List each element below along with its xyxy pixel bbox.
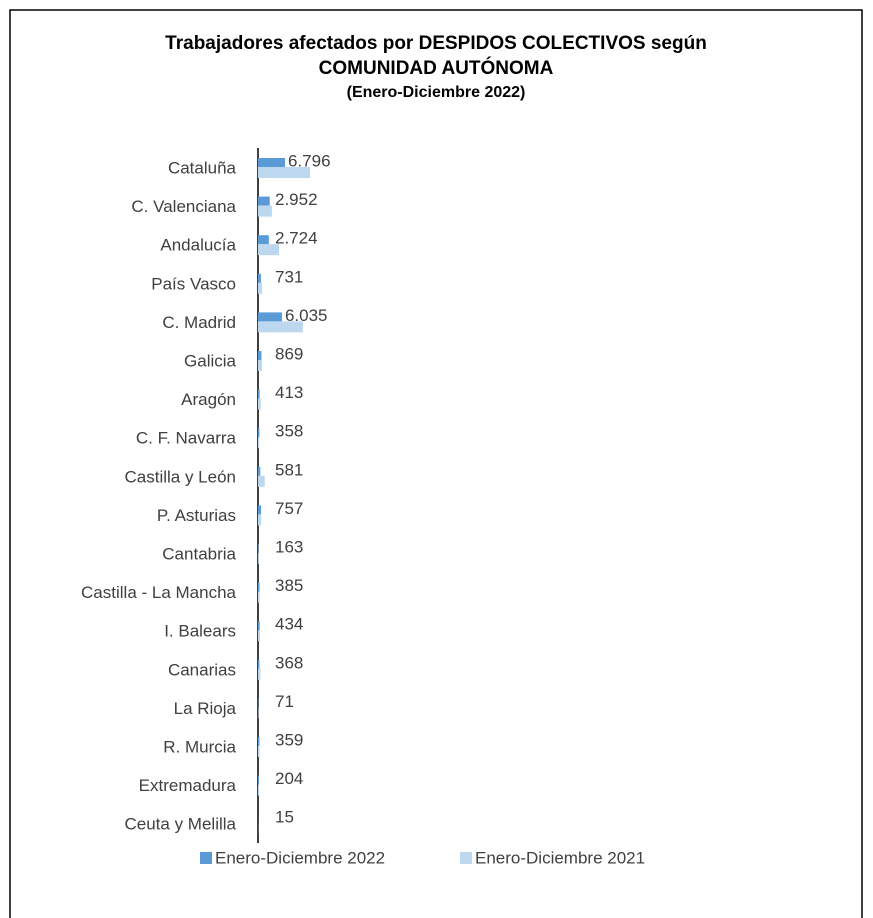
bar	[258, 235, 269, 245]
legend-key	[200, 852, 212, 864]
bar	[258, 746, 260, 757]
bar	[258, 621, 260, 631]
data-label: 368	[275, 653, 303, 672]
bar	[258, 737, 260, 746]
y-tick-label: Galicia	[184, 351, 237, 370]
bar	[258, 351, 262, 360]
bar	[258, 775, 259, 785]
bar	[258, 475, 265, 487]
y-tick-label: Aragón	[181, 390, 236, 409]
bar	[258, 360, 262, 371]
bar	[258, 582, 260, 592]
chart-frame	[9, 9, 863, 918]
bar	[258, 321, 303, 333]
y-tick-label: Castilla y León	[124, 467, 236, 486]
bar	[258, 630, 260, 642]
y-tick-label: Andalucía	[160, 236, 236, 255]
y-tick-label: I. Balears	[164, 622, 236, 641]
bar	[258, 205, 272, 217]
data-label: 6.035	[285, 306, 328, 325]
bar	[258, 312, 282, 322]
data-label: 204	[275, 769, 303, 788]
bar	[258, 514, 262, 526]
y-tick-label: Ceuta y Melilla	[125, 815, 237, 834]
data-label: 757	[275, 499, 303, 518]
data-label: 358	[275, 422, 303, 441]
y-tick-label: La Rioja	[174, 699, 237, 718]
data-label: 2.952	[275, 190, 318, 209]
chart-subtitle: (Enero-Diciembre 2022)	[347, 84, 526, 101]
data-label: 413	[275, 383, 303, 402]
bar	[258, 591, 260, 603]
y-tick-label: Cataluña	[168, 158, 237, 177]
data-label: 6.796	[288, 151, 331, 170]
y-tick-label: Castilla - La Mancha	[81, 583, 237, 602]
chart-title-line2: COMUNIDAD AUTÓNOMA	[319, 57, 554, 79]
bar	[258, 668, 261, 680]
data-label: 2.724	[275, 229, 318, 248]
bar	[258, 428, 260, 438]
bar	[258, 784, 260, 796]
bar	[258, 282, 262, 294]
legend-label: Enero-Diciembre 2021	[475, 848, 645, 867]
y-tick-label: Canarias	[168, 660, 236, 679]
bar	[258, 273, 261, 283]
y-tick-label: Cantabria	[162, 544, 236, 563]
y-tick-label: C. Madrid	[162, 313, 236, 332]
y-tick-label: R. Murcia	[163, 737, 236, 756]
bar	[258, 389, 260, 399]
y-tick-label: C. F. Navarra	[136, 429, 237, 448]
bar	[258, 167, 311, 178]
bar	[258, 244, 280, 256]
legend-key	[460, 852, 472, 864]
data-label: 731	[275, 267, 303, 286]
data-label: 71	[275, 692, 294, 711]
bar	[258, 659, 260, 669]
data-label: 359	[275, 730, 303, 749]
bar	[258, 544, 259, 553]
bar	[258, 158, 286, 167]
bar	[258, 466, 261, 476]
chart-title: Trabajadores afectados por DESPIDOS COLE…	[165, 33, 707, 54]
data-label: 869	[275, 344, 303, 363]
data-label: 385	[275, 576, 303, 595]
data-label: 15	[275, 808, 294, 827]
y-tick-label: C. Valenciana	[131, 197, 236, 216]
data-label: 163	[275, 537, 303, 556]
bar	[258, 437, 260, 449]
y-tick-label: P. Asturias	[157, 506, 236, 525]
y-tick-label: País Vasco	[151, 274, 236, 293]
y-tick-label: Extremadura	[139, 776, 237, 795]
bar	[258, 505, 262, 515]
bar	[258, 398, 261, 410]
bar	[258, 553, 259, 564]
data-label: 581	[275, 460, 303, 479]
legend-label: Enero-Diciembre 2022	[215, 848, 385, 867]
bar	[258, 196, 270, 206]
data-label: 434	[275, 615, 303, 634]
